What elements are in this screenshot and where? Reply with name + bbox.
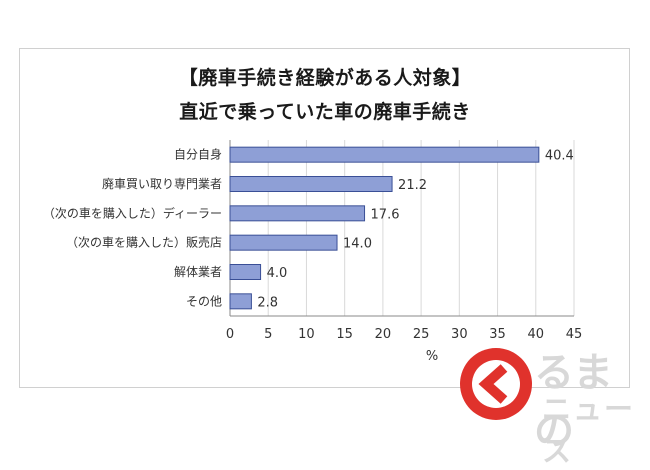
x-tick-label: 30 — [451, 327, 468, 342]
x-tick-label: 15 — [336, 327, 353, 342]
bar — [229, 264, 262, 280]
category-label: （次の車を購入した）販売店 — [66, 235, 222, 250]
category-label: 解体業者 — [174, 265, 222, 279]
data-label: 21.2 — [398, 178, 427, 193]
x-tick-label: 20 — [375, 327, 392, 342]
x-tick-label: 25 — [413, 327, 430, 342]
x-tick-label: 45 — [566, 327, 583, 342]
logo-icon — [460, 348, 532, 420]
category-label: 自分自身 — [174, 147, 222, 162]
x-tick-label: 5 — [264, 327, 272, 342]
x-axis-label: % — [426, 349, 438, 364]
category-label: その他 — [186, 294, 222, 308]
logo-text-main: るまの — [534, 350, 613, 454]
kuruma-news-logo: るまの ニュース — [456, 340, 646, 468]
chart-title: 【廃車手続き経験がある人対象】 — [178, 67, 472, 89]
bar — [229, 234, 338, 251]
logo-text-sub: ニュース — [542, 392, 636, 468]
x-tick-label: 35 — [489, 327, 506, 342]
x-tick-label: 10 — [298, 327, 315, 342]
data-label: 14.0 — [343, 237, 372, 252]
bar — [229, 146, 540, 163]
data-label: 4.0 — [267, 266, 288, 281]
category-label: 廃車買い取り専門業者 — [102, 176, 222, 191]
bar — [229, 176, 393, 192]
bar — [229, 205, 366, 222]
x-tick-label: 0 — [226, 327, 234, 342]
x-tick-label: 40 — [528, 327, 545, 342]
bar-chart: 0 5 10 15 20 25 30 35 40 45 自分自身 40.4 廃車買い取り専門業者 21.2… — [43, 140, 583, 364]
chart-subtitle: 直近で乗っていた車の廃車手続き — [179, 101, 471, 123]
category-label: （次の車を購入した）ディーラー — [43, 205, 222, 220]
bar — [229, 293, 252, 310]
data-label: 40.4 — [545, 149, 574, 164]
data-label: 17.6 — [371, 207, 400, 222]
data-label: 2.8 — [257, 295, 278, 310]
